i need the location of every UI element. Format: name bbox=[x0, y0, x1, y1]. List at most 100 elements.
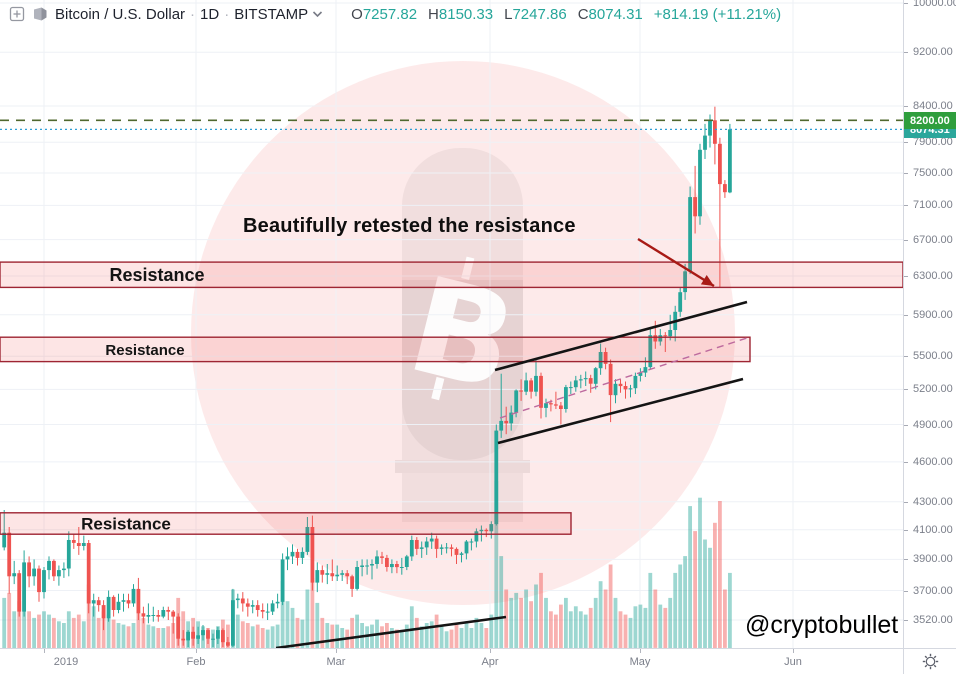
candle-body bbox=[504, 420, 509, 424]
volume-bar bbox=[385, 623, 389, 649]
symbol-title[interactable]: Bitcoin / U.S. Dollar bbox=[55, 5, 186, 23]
time-tick-label: May bbox=[629, 656, 651, 668]
candle-body bbox=[693, 197, 697, 217]
candle-body bbox=[360, 565, 364, 567]
resistance-label[interactable]: Resistance bbox=[105, 342, 184, 359]
candle-body bbox=[116, 601, 121, 610]
candle-body bbox=[310, 527, 315, 583]
candle-body bbox=[176, 616, 181, 639]
gear-icon[interactable] bbox=[922, 653, 939, 670]
candle-body bbox=[7, 532, 12, 577]
bullet-base bbox=[402, 473, 523, 522]
price-tick-label: 5200.00 bbox=[904, 383, 953, 395]
candle-body bbox=[573, 380, 578, 388]
resistance-label[interactable]: Resistance bbox=[109, 265, 204, 285]
chevron-down-icon[interactable] bbox=[312, 10, 323, 18]
resistance-zone[interactable] bbox=[0, 512, 572, 535]
price-axis[interactable]: 8200.00 8074.31 10000.00 9200.00 8400.00 79… bbox=[903, 0, 956, 648]
volume-bar bbox=[52, 617, 56, 648]
interval-label[interactable]: 1D bbox=[200, 5, 220, 23]
candle-body bbox=[499, 420, 504, 431]
volume-bar bbox=[255, 624, 260, 648]
candle-body bbox=[250, 605, 255, 607]
candle-body bbox=[509, 412, 514, 424]
candle-body bbox=[101, 605, 106, 619]
volume-bar bbox=[116, 623, 121, 649]
volume-bar bbox=[419, 626, 424, 648]
volume-bar bbox=[404, 624, 409, 648]
price-tick-label: 3520.00 bbox=[904, 614, 953, 626]
candle-body bbox=[409, 540, 414, 557]
candle-body bbox=[564, 387, 568, 409]
price-tick-label: 3900.00 bbox=[904, 553, 953, 565]
channel-lower-line[interactable] bbox=[497, 377, 744, 445]
time-axis[interactable]: 2019 Feb Mar Apr May Jun bbox=[0, 648, 903, 674]
time-tick-label: Feb bbox=[186, 656, 206, 668]
volume-bar bbox=[638, 604, 643, 648]
candle-body bbox=[668, 330, 673, 337]
price-tick-label: 6300.00 bbox=[904, 270, 953, 282]
candle-body bbox=[708, 120, 712, 136]
separator-dot: · bbox=[190, 5, 196, 23]
retest-annotation-text[interactable]: Beautifully retested the resistance bbox=[243, 215, 576, 237]
candle-body bbox=[713, 120, 717, 144]
volume-bar bbox=[603, 589, 608, 648]
volume-bar bbox=[106, 614, 111, 648]
resistance-zone[interactable] bbox=[0, 261, 904, 289]
volume-bar bbox=[285, 601, 290, 648]
volume-bar bbox=[494, 481, 499, 648]
volume-bar bbox=[350, 617, 354, 648]
candle-body bbox=[385, 557, 389, 567]
volume-bar bbox=[181, 611, 186, 648]
close-value: 8074.31 bbox=[588, 5, 643, 23]
volume-bar bbox=[564, 597, 568, 648]
volume-bar bbox=[62, 623, 66, 649]
volume-bar bbox=[2, 597, 7, 648]
resistance-zone[interactable] bbox=[0, 336, 751, 363]
candle-body bbox=[728, 129, 732, 193]
grid-layout-icon[interactable] bbox=[9, 6, 25, 22]
channel-upper-line[interactable] bbox=[494, 300, 748, 372]
candle-body bbox=[539, 375, 543, 408]
candle-body bbox=[593, 368, 598, 384]
candle-body bbox=[474, 531, 479, 542]
price-tick-label: 6700.00 bbox=[904, 234, 953, 246]
volume-bar bbox=[628, 617, 633, 648]
annotation-arrow-head[interactable] bbox=[700, 275, 714, 286]
annotation-arrow-line[interactable] bbox=[637, 237, 715, 288]
candle-body bbox=[231, 600, 235, 646]
price-tick-label: 4100.00 bbox=[904, 524, 953, 536]
candle-body bbox=[444, 547, 449, 549]
time-tick bbox=[793, 649, 794, 653]
candle-body bbox=[399, 567, 404, 568]
candle-body bbox=[459, 553, 464, 555]
exchange-label[interactable]: BITSTAMP bbox=[234, 5, 309, 23]
candle-body bbox=[439, 547, 444, 549]
volume-bar bbox=[703, 539, 707, 648]
candle-body bbox=[678, 292, 683, 312]
resistance-label[interactable]: Resistance bbox=[81, 515, 171, 534]
volume-bar bbox=[300, 619, 305, 648]
cryptobullet-handle-text[interactable]: @cryptobullet bbox=[745, 611, 899, 639]
volume-bar bbox=[514, 592, 519, 648]
volume-bar bbox=[325, 623, 330, 649]
candle-body bbox=[22, 562, 26, 612]
price-tick-label: 4900.00 bbox=[904, 419, 953, 431]
grid bbox=[0, 0, 903, 648]
separator-dot: · bbox=[224, 5, 230, 23]
candle-body bbox=[698, 149, 702, 217]
candle-body bbox=[648, 335, 653, 368]
support-trendline[interactable] bbox=[275, 615, 507, 650]
volume-bar bbox=[57, 621, 61, 648]
candle-body bbox=[330, 573, 335, 577]
volume-bar bbox=[226, 624, 230, 648]
volume-bar bbox=[86, 584, 91, 648]
channel-mid-dashed-line[interactable] bbox=[499, 336, 751, 419]
volume-bar bbox=[544, 597, 548, 648]
candle-body bbox=[260, 610, 265, 612]
candle-body bbox=[529, 380, 533, 392]
alert-price-badge[interactable]: 8200.00 bbox=[904, 112, 956, 129]
candle-body bbox=[578, 379, 583, 381]
